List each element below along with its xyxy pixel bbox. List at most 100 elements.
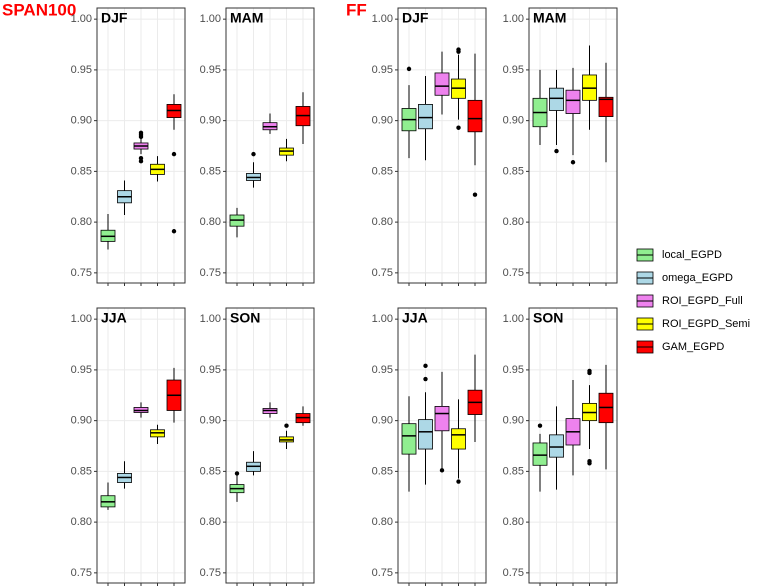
y-tick-label: 0.95 [372, 364, 393, 376]
y-tick-label: 0.80 [200, 516, 221, 528]
y-tick-label: 0.75 [372, 267, 393, 279]
panel-title: DJF [402, 10, 429, 26]
y-tick-label: 1.00 [503, 13, 524, 25]
y-tick-label: 1.00 [71, 313, 92, 325]
box [598, 96, 614, 117]
outlier [587, 370, 592, 376]
y-tick-label: 0.90 [200, 115, 221, 127]
box [532, 442, 548, 466]
panel-border [528, 7, 618, 284]
panel-title: DJF [101, 10, 128, 26]
box [434, 72, 450, 96]
outlier [456, 125, 461, 130]
y-tick-label: 0.85 [372, 165, 393, 177]
panel-title: JJA [402, 310, 428, 326]
legend-label: ROI_EGPD_Full [662, 295, 743, 307]
y-tick-label: 0.90 [71, 415, 92, 427]
box [418, 104, 433, 130]
panel-border [397, 307, 487, 584]
y-tick-label: 0.90 [503, 415, 524, 427]
y-tick-label: 0.95 [503, 64, 524, 76]
y-tick-label: 0.85 [200, 465, 221, 477]
outlier [423, 376, 428, 382]
y-tick-label: 0.95 [71, 64, 92, 76]
y-tick-label: 0.75 [71, 567, 92, 579]
panel-title: JJA [101, 310, 127, 326]
panel-title: SON [230, 310, 260, 326]
box [549, 87, 564, 111]
y-tick-label: 1.00 [200, 13, 221, 25]
panel-border [225, 7, 315, 284]
outlier [423, 363, 428, 369]
y-tick-label: 0.90 [200, 415, 221, 427]
y-tick-label: 1.00 [372, 13, 393, 25]
panel-border [528, 307, 618, 584]
outlier [587, 461, 592, 466]
box [565, 89, 581, 114]
box [401, 423, 417, 455]
y-tick-label: 0.75 [200, 567, 221, 579]
outlier [138, 159, 144, 164]
y-tick-label: 0.90 [71, 115, 92, 127]
outlier [456, 49, 461, 54]
y-tick-label: 0.85 [200, 165, 221, 177]
y-tick-label: 1.00 [200, 313, 221, 325]
y-tick-label: 0.75 [503, 267, 524, 279]
panel-border [397, 7, 487, 284]
legend-label: GAM_EGPD [662, 341, 724, 353]
outlier [472, 192, 478, 197]
y-tick-label: 0.80 [503, 216, 524, 228]
outlier [138, 134, 144, 140]
outlier [406, 66, 412, 72]
y-tick-label: 0.95 [71, 364, 92, 376]
y-tick-label: 0.85 [372, 465, 393, 477]
panel-title: SON [533, 310, 563, 326]
y-tick-label: 0.90 [503, 115, 524, 127]
y-tick-label: 0.80 [200, 216, 221, 228]
y-tick-label: 1.00 [372, 313, 393, 325]
outlier [439, 468, 445, 473]
box [434, 406, 450, 432]
outlier [171, 229, 177, 234]
outlier [284, 423, 289, 428]
panel-border [96, 307, 186, 584]
y-tick-label: 0.90 [372, 115, 393, 127]
y-tick-label: 0.85 [503, 165, 524, 177]
outlier [456, 479, 461, 484]
y-tick-label: 0.95 [200, 364, 221, 376]
outlier [138, 155, 144, 161]
y-tick-label: 0.95 [372, 64, 393, 76]
y-tick-label: 0.85 [503, 465, 524, 477]
y-tick-label: 0.75 [71, 267, 92, 279]
y-tick-label: 0.75 [200, 267, 221, 279]
y-tick-label: 0.80 [372, 216, 393, 228]
y-tick-label: 0.80 [71, 216, 92, 228]
outlier [570, 160, 576, 165]
y-tick-label: 0.75 [503, 567, 524, 579]
panel-title: MAM [230, 10, 263, 26]
y-tick-label: 0.85 [71, 165, 92, 177]
group-label: FF [346, 0, 367, 19]
y-tick-label: 1.00 [71, 13, 92, 25]
box [418, 419, 433, 450]
outlier [171, 151, 177, 157]
legend-label: omega_EGPD [662, 272, 733, 284]
y-tick-label: 0.85 [71, 465, 92, 477]
y-tick-label: 0.95 [503, 364, 524, 376]
y-tick-label: 0.95 [200, 64, 221, 76]
outlier [537, 423, 543, 428]
y-tick-label: 0.80 [503, 516, 524, 528]
legend-label: local_EGPD [662, 249, 722, 261]
y-tick-label: 0.75 [372, 567, 393, 579]
box [549, 434, 564, 458]
y-tick-label: 0.80 [372, 516, 393, 528]
box [451, 428, 466, 450]
outlier [554, 148, 559, 154]
outlier [251, 151, 256, 157]
outlier [234, 471, 240, 476]
legend-label: ROI_EGPD_Semi [662, 318, 750, 330]
y-tick-label: 0.90 [372, 415, 393, 427]
box [467, 99, 483, 133]
group-label: SPAN100 [2, 0, 76, 19]
